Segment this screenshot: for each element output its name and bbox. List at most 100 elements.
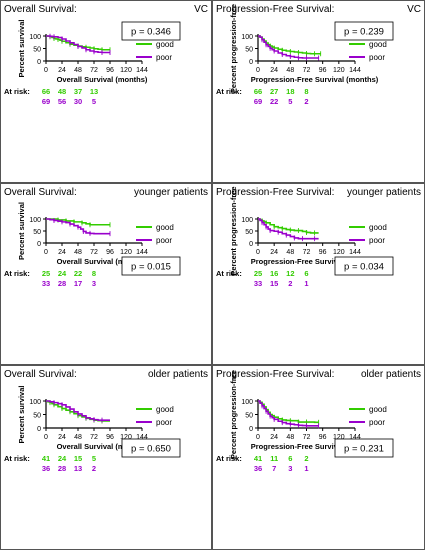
panel-header-right: VC	[407, 4, 421, 15]
at-risk-poor-value: 56	[58, 97, 66, 106]
y-tick-label: 50	[245, 229, 253, 236]
panel-header-left: Overall Survival:	[4, 369, 77, 380]
series-line-poor	[46, 218, 110, 235]
y-axis-label: Percent survival	[17, 386, 26, 444]
at-risk-good-value: 25	[254, 269, 262, 278]
x-tick-label: 0	[44, 249, 48, 256]
at-risk-good-value: 5	[92, 454, 96, 463]
at-risk-good-value: 41	[42, 454, 50, 463]
at-risk-label: At risk:	[216, 454, 242, 463]
at-risk-poor-value: 22	[270, 97, 278, 106]
x-tick-label: 144	[349, 67, 361, 74]
series-line-poor	[258, 400, 319, 427]
at-risk-good-value: 15	[74, 454, 82, 463]
km-panel: Progression-Free Survival: VC 0 50 100 0 24 48 7…	[212, 0, 425, 183]
series-line-poor	[258, 35, 319, 59]
y-tick-label: 0	[37, 59, 41, 66]
legend-label-poor: poor	[156, 418, 172, 427]
x-tick-label: 120	[333, 249, 345, 256]
legend-label-poor: poor	[369, 418, 385, 427]
panel-header-right: younger patients	[347, 187, 421, 198]
at-risk-good-value: 6	[304, 269, 308, 278]
y-tick-label: 100	[241, 34, 253, 41]
x-axis-label: Overall Survival (months)	[57, 257, 148, 266]
x-tick-label: 24	[58, 249, 66, 256]
y-tick-label: 100	[29, 399, 41, 406]
at-risk-poor-value: 15	[270, 279, 278, 288]
p-value-box	[334, 438, 394, 458]
at-risk-poor-value: 28	[58, 279, 66, 288]
x-tick-label: 24	[58, 434, 66, 441]
p-value-text: p = 0.034	[344, 262, 384, 273]
km-panel-svg: Progression-Free Survival: older patients…	[212, 365, 425, 550]
at-risk-good-value: 18	[286, 87, 294, 96]
panel-header-left: Progression-Free Survival:	[216, 4, 334, 15]
km-panel: Overall Survival: older patients 0 50 100 0 24…	[0, 365, 212, 550]
x-tick-label: 24	[270, 249, 278, 256]
at-risk-good-value: 22	[74, 269, 82, 278]
at-risk-poor-value: 33	[254, 279, 262, 288]
series-line-poor	[46, 35, 110, 54]
panel-header-right: VC	[194, 4, 208, 15]
x-tick-label: 48	[286, 67, 294, 74]
y-tick-label: 100	[29, 217, 41, 224]
x-tick-label: 72	[303, 249, 311, 256]
at-risk-poor-value: 2	[304, 97, 308, 106]
at-risk-good-value: 37	[74, 87, 82, 96]
p-value-text: p = 0.239	[344, 27, 384, 38]
x-tick-label: 72	[90, 249, 98, 256]
panel-header-left: Progression-Free Survival:	[216, 187, 334, 198]
at-risk-good-value: 41	[254, 454, 262, 463]
y-axis-label: Percent survival	[17, 20, 26, 78]
x-tick-label: 144	[136, 67, 148, 74]
at-risk-poor-value: 1	[304, 464, 308, 473]
at-risk-poor-value: 30	[74, 97, 82, 106]
at-risk-poor-value: 5	[92, 97, 96, 106]
legend-label-poor: poor	[369, 236, 385, 245]
at-risk-poor-value: 13	[74, 464, 82, 473]
legend-label-good: good	[156, 40, 174, 49]
x-axis-label: Progression-Free Survival (months)	[251, 442, 379, 451]
at-risk-good-value: 13	[90, 87, 98, 96]
y-tick-label: 0	[249, 426, 253, 433]
legend-label-good: good	[156, 405, 174, 414]
at-risk-poor-value: 3	[288, 464, 292, 473]
at-risk-label: At risk:	[4, 269, 30, 278]
series-line-good	[258, 218, 319, 234]
x-tick-label: 96	[106, 67, 114, 74]
x-tick-label: 48	[74, 434, 82, 441]
legend-label-good: good	[369, 405, 387, 414]
y-tick-label: 0	[37, 241, 41, 248]
x-tick-label: 0	[256, 434, 260, 441]
at-risk-poor-value: 7	[272, 464, 276, 473]
panel-frame	[0, 183, 212, 365]
y-tick-label: 0	[249, 241, 253, 248]
at-risk-good-value: 16	[270, 269, 278, 278]
p-value-box	[121, 438, 181, 458]
at-risk-poor-value: 2	[92, 464, 96, 473]
at-risk-good-value: 11	[270, 454, 278, 463]
at-risk-label: At risk:	[216, 269, 242, 278]
panel-frame	[212, 365, 425, 550]
km-panel-svg: Overall Survival: VC 0 50 100 0 24 48 72 96 120 144…	[0, 0, 212, 183]
at-risk-good-value: 25	[42, 269, 50, 278]
y-tick-label: 50	[33, 413, 41, 420]
at-risk-poor-value: 33	[42, 279, 50, 288]
x-tick-label: 48	[74, 249, 82, 256]
y-tick-label: 100	[29, 34, 41, 41]
x-tick-label: 120	[333, 434, 345, 441]
panel-frame	[0, 0, 212, 183]
at-risk-label: At risk:	[4, 87, 30, 96]
x-axis-label: Progression-Free Survival (months)	[251, 257, 379, 266]
panel-frame	[0, 365, 212, 550]
x-tick-label: 120	[120, 67, 132, 74]
x-axis-label: Progression-Free Survival (months)	[251, 75, 379, 84]
panel-header-left: Overall Survival:	[4, 187, 77, 198]
x-tick-label: 0	[256, 249, 260, 256]
at-risk-poor-value: 3	[92, 279, 96, 288]
y-tick-label: 50	[33, 47, 41, 54]
km-panel: Overall Survival: younger patients 0 50 100 0…	[0, 183, 212, 365]
at-risk-poor-value: 28	[58, 464, 66, 473]
at-risk-poor-value: 36	[254, 464, 262, 473]
